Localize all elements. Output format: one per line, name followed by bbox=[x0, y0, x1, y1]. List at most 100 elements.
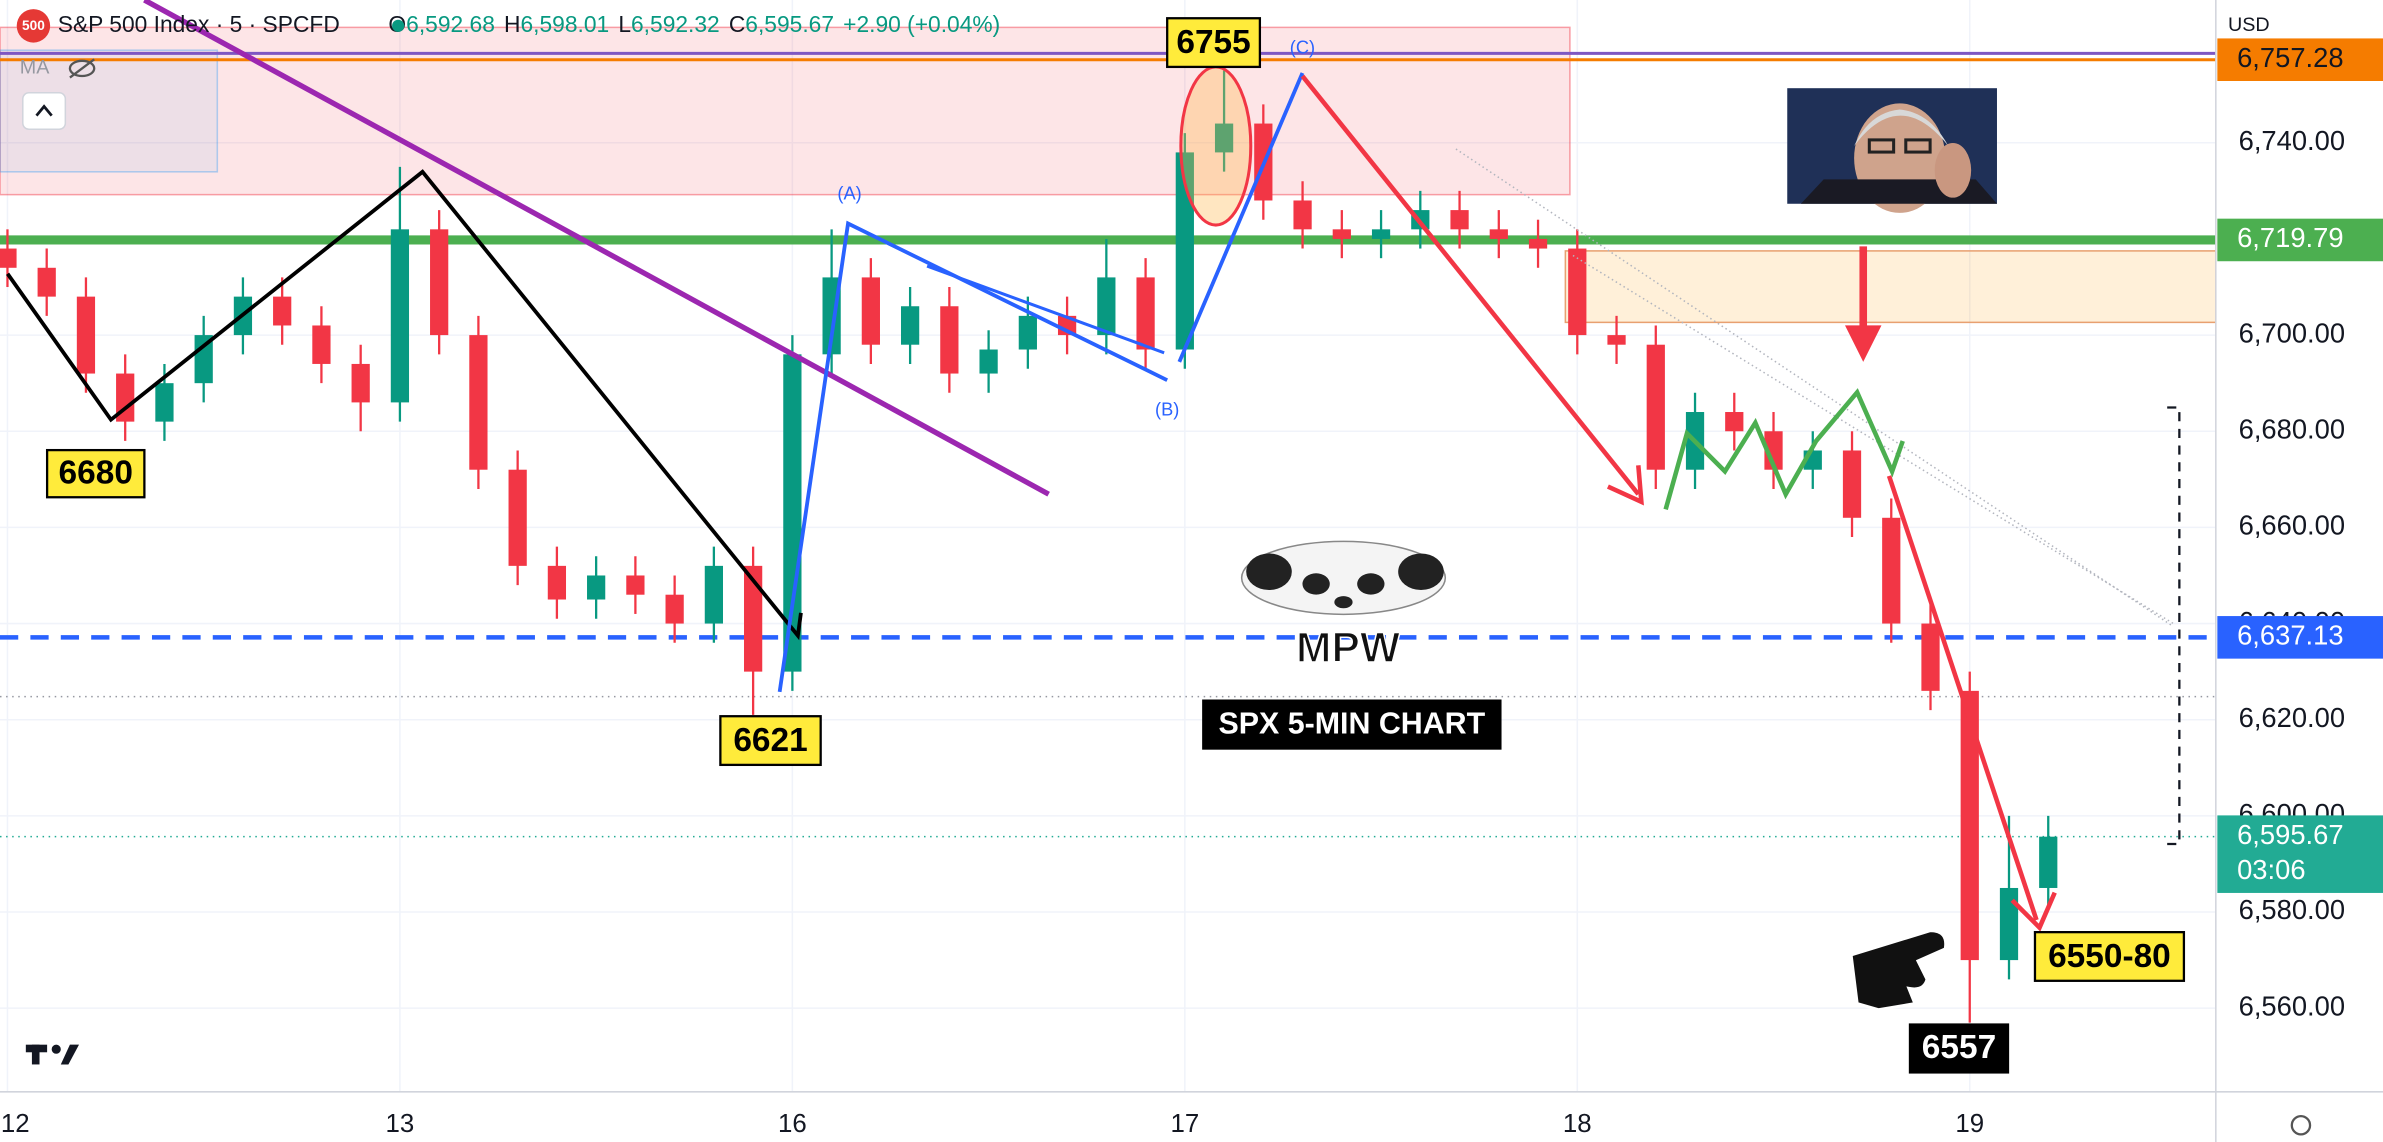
wave bbox=[777, 220, 1169, 693]
candle-body bbox=[1136, 277, 1155, 350]
candle-body bbox=[1489, 229, 1508, 239]
candle-body bbox=[430, 229, 449, 336]
candle-body bbox=[744, 565, 763, 672]
candle-body bbox=[1607, 335, 1626, 345]
ohlc-key: L bbox=[618, 11, 631, 37]
fib-bracket bbox=[2167, 406, 2181, 846]
candle-body bbox=[1450, 210, 1469, 230]
tv-logo bbox=[25, 1044, 80, 1065]
x-tick-label: 12 bbox=[1, 1110, 30, 1138]
annotation: SPX 5-MIN CHART bbox=[1218, 706, 1485, 740]
highlight bbox=[1179, 65, 1253, 227]
y-tick-label: 6,620.00 bbox=[2239, 702, 2345, 733]
candle-body bbox=[1646, 344, 1665, 470]
x-tick-label: 19 bbox=[1955, 1110, 1984, 1138]
candle-body bbox=[1725, 412, 1744, 432]
candle-body bbox=[940, 306, 959, 374]
arrow bbox=[1886, 475, 2039, 921]
candle-body bbox=[783, 354, 802, 672]
candle-body bbox=[1568, 248, 1587, 336]
candle-body bbox=[900, 306, 920, 345]
wave bbox=[1177, 72, 1305, 363]
candle-body bbox=[1960, 690, 1979, 961]
ohlc-value: 6,592.32 bbox=[631, 11, 720, 37]
candle-body bbox=[155, 383, 174, 422]
label-box bbox=[1202, 699, 1502, 750]
candle-body bbox=[1293, 200, 1312, 230]
y-tick-label: 6,660.00 bbox=[2239, 510, 2345, 541]
y-tick-label: 6,580.00 bbox=[2239, 894, 2345, 925]
candle-body bbox=[37, 267, 56, 297]
y-tick-label: 6,680.00 bbox=[2239, 413, 2345, 444]
annotation: 6680 bbox=[59, 454, 133, 491]
candle-body bbox=[587, 575, 606, 600]
annotation: 6550-80 bbox=[2048, 938, 2171, 975]
x-tick-label: 18 bbox=[1563, 1110, 1592, 1138]
annotation: 6621 bbox=[733, 722, 807, 759]
candle-body bbox=[1999, 887, 2019, 961]
label-box bbox=[1908, 1023, 2010, 1074]
drawings bbox=[6, 0, 2181, 932]
candle-body bbox=[626, 575, 645, 595]
levels bbox=[0, 51, 2216, 838]
panda-logo bbox=[1240, 540, 1447, 616]
price-tag bbox=[2217, 38, 2383, 82]
price-tags: 6,757.28 6,719.79 6,637.13 6,595.67 03:06 bbox=[2217, 38, 2383, 893]
currency[interactable]: USD bbox=[2228, 14, 2270, 36]
symbol: S&P 500 Index · 5 · SPCFD bbox=[58, 11, 340, 37]
indicator: MA bbox=[20, 57, 50, 79]
price-tag bbox=[2217, 218, 2383, 262]
label-box bbox=[2033, 931, 2186, 982]
candle-body bbox=[979, 349, 998, 374]
annotation: MPW bbox=[1296, 624, 1401, 672]
y-tick-label: 6,560.00 bbox=[2239, 990, 2345, 1021]
demand-zone bbox=[1564, 250, 2217, 324]
annotation: 6755 bbox=[1176, 24, 1250, 61]
candle-body bbox=[665, 594, 684, 624]
zigzag bbox=[6, 169, 803, 641]
price-tag bbox=[2217, 616, 2383, 659]
candles bbox=[0, 70, 2058, 1023]
wave-label: (A) bbox=[837, 182, 861, 203]
collapse-button[interactable] bbox=[22, 91, 67, 131]
badge-text: 500 bbox=[22, 18, 45, 33]
candle-body bbox=[390, 229, 410, 403]
change: +2.90 (+0.04%) bbox=[843, 11, 1000, 37]
x-tick-label: 16 bbox=[778, 1110, 807, 1138]
ohlc-key: C bbox=[729, 11, 745, 37]
hand-icon bbox=[1849, 929, 1948, 1012]
collapse-icon bbox=[35, 104, 53, 117]
y-tick-label: 6,740.00 bbox=[2239, 125, 2345, 156]
candle-body bbox=[351, 363, 370, 403]
wave-label: (B) bbox=[1155, 398, 1179, 419]
arrow-head bbox=[2010, 891, 2057, 932]
ohlc-value: 6,595.67 bbox=[745, 11, 834, 37]
price-axis bbox=[2215, 0, 2383, 1142]
arrow bbox=[1300, 74, 1641, 496]
candle-body bbox=[1332, 229, 1351, 239]
time-axis bbox=[0, 1091, 2383, 1142]
visibility-icon[interactable] bbox=[68, 58, 96, 79]
candle-body bbox=[76, 296, 96, 374]
trend-line bbox=[143, 0, 1050, 497]
candle-body bbox=[0, 248, 17, 268]
price-tag-label: 6,757.28 bbox=[2237, 42, 2343, 73]
settings-icon[interactable] bbox=[2290, 1115, 2312, 1136]
candle-body bbox=[312, 325, 331, 364]
trend-line bbox=[1572, 254, 2174, 625]
annotation: 6557 bbox=[1922, 1029, 1996, 1066]
candle-body bbox=[1882, 517, 1901, 624]
candle-body bbox=[273, 296, 292, 326]
candle-body bbox=[508, 469, 527, 566]
candle-body bbox=[2039, 836, 2058, 888]
supply-zone bbox=[0, 26, 1571, 196]
price-tag-label: 6,719.79 bbox=[2237, 222, 2343, 253]
x-tick-label: 13 bbox=[386, 1110, 415, 1138]
ohlc-value: 6,592.68 bbox=[406, 11, 495, 37]
photo bbox=[1787, 88, 1997, 213]
header-line: S&P 500 Index · 5 · SPCFDO6,592.68H6,598… bbox=[58, 11, 1001, 37]
status-dot bbox=[392, 19, 405, 32]
candle-body bbox=[1371, 229, 1391, 239]
zigzag bbox=[1663, 388, 1905, 511]
